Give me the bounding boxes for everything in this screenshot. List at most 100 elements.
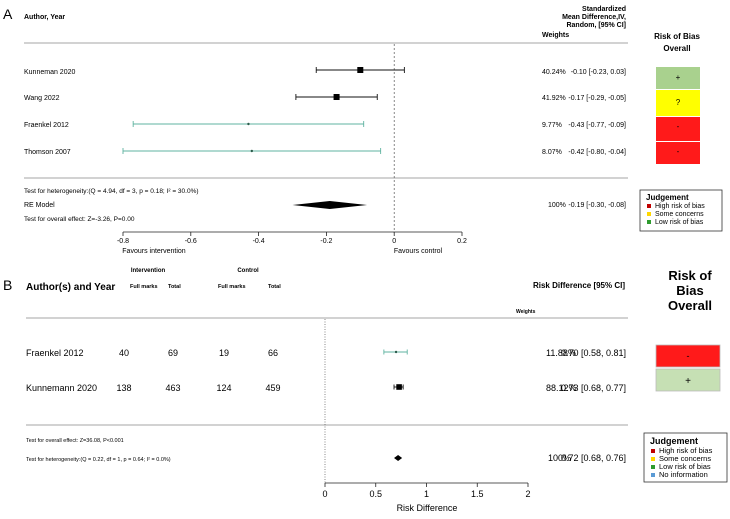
panel-b-sub-full-marks: Full marks xyxy=(130,284,158,290)
point-estimate xyxy=(357,67,364,73)
x-tick-label: 0.5 xyxy=(369,489,382,499)
x-tick-label: -0.6 xyxy=(185,238,197,245)
panel-b-xlabel: Risk Difference xyxy=(397,503,458,513)
panel-b-ci-label: 0.73 [0.68, 0.77] xyxy=(561,383,626,393)
legend-swatch xyxy=(651,473,655,477)
x-tick-label: 2 xyxy=(525,489,530,499)
panel-a-weight: 9.77% xyxy=(542,122,562,129)
point-estimate xyxy=(396,384,402,390)
panel-a-ci-label: -0.17 [-0.29, -0.05] xyxy=(568,95,626,102)
panel-a-favours-right: Favours control xyxy=(394,248,443,255)
x-tick-label: 0.2 xyxy=(457,238,467,245)
panel-a-rob-box xyxy=(656,67,700,89)
panel-b-study-name: Kunnemann 2020 xyxy=(26,383,97,393)
panel-a-rob-symbol: - xyxy=(677,122,680,131)
pooled-diamond xyxy=(292,201,368,209)
panel-a-rob-box xyxy=(656,117,700,141)
legend-swatch xyxy=(647,212,651,216)
panel-b-rob-title-line2: Bias xyxy=(676,283,703,298)
panel-b-rob-box xyxy=(655,368,721,392)
legend-swatch xyxy=(651,457,655,461)
panel-a-study-name: Wang 2022 xyxy=(24,95,60,102)
panel-a-ci-label: -0.43 [-0.77, -0.09] xyxy=(568,122,626,129)
panel-b-rob-title-line1: Risk of xyxy=(668,268,712,283)
panel-b-ci-label: 0.70 [0.58, 0.81] xyxy=(561,348,626,358)
x-tick-label: 1 xyxy=(424,489,429,499)
panel-a-rob-box xyxy=(656,90,700,116)
panel-a: A Author, Year Standardized Mean Differe… xyxy=(3,6,723,255)
panel-a-pooled-ci: -0.19 [-0.30, -0.08] xyxy=(568,202,626,209)
panel-a-ci-label: -0.10 [-0.23, 0.03] xyxy=(571,69,626,76)
panel-a-rob-title-line1: Risk of Bias xyxy=(654,32,700,41)
panel-b-group-intervention: Intervention xyxy=(131,268,166,274)
panel-a-legend-title: Judgement xyxy=(646,193,689,202)
panel-b-rob-symbol: - xyxy=(687,351,690,361)
x-tick-label: -0.4 xyxy=(253,238,265,245)
legend-swatch xyxy=(651,465,655,469)
panel-b-overall-effect: Test for overall effect: Z=36.08, P<0.00… xyxy=(26,438,124,444)
x-tick-label: 0 xyxy=(392,238,396,245)
panel-a-rob-symbol: ? xyxy=(676,98,681,107)
panel-b-weight: 11.88% xyxy=(546,348,576,358)
panel-a-weight: 8.07% xyxy=(542,149,562,156)
legend-label: High risk of bias xyxy=(659,446,713,455)
panel-b-pooled-weight: 100% xyxy=(548,453,571,463)
panel-b-rob-box xyxy=(655,344,721,368)
panel-b-col-weights: Weights xyxy=(516,309,536,315)
panel-a-study-name: Fraenkel 2012 xyxy=(24,122,69,129)
legend-label: High risk of bias xyxy=(655,203,705,210)
panel-a-col-effect-line2: Mean Difference,IV, xyxy=(562,14,626,21)
panel-b-sub-full-marks: Full marks xyxy=(218,284,246,290)
x-tick-label: 1.5 xyxy=(471,489,484,499)
panel-b-ctrl-full: 124 xyxy=(216,383,231,393)
panel-b-int-total: 463 xyxy=(165,383,180,393)
point-estimate xyxy=(247,122,250,126)
panel-a-model-label: RE Model xyxy=(24,202,55,209)
legend-label: Low risk of bias xyxy=(659,462,711,471)
legend-label: Some concerns xyxy=(655,211,704,218)
panel-b-study-name: Fraenkel 2012 xyxy=(26,348,84,358)
panel-a-ci-label: -0.42 [-0.80, -0.04] xyxy=(568,149,626,156)
panel-a-weight: 40.24% xyxy=(542,69,566,76)
x-tick-label: -0.2 xyxy=(320,238,332,245)
panel-b-int-total: 69 xyxy=(168,348,178,358)
panel-b-group-control: Control xyxy=(237,268,259,274)
pooled-diamond xyxy=(394,455,403,461)
panel-b-label: B xyxy=(3,277,12,293)
panel-b-pooled-ci: 0.72 [0.68, 0.76] xyxy=(561,453,626,463)
point-estimate xyxy=(394,350,398,354)
panel-b-legend-title: Judgement xyxy=(650,436,698,446)
panel-b-rob-symbol: + xyxy=(685,376,691,387)
panel-b: B Author(s) and Year Intervention Contro… xyxy=(3,268,728,513)
x-tick-label: -0.8 xyxy=(117,238,129,245)
panel-b-col-effect: Risk Difference [95% CI] xyxy=(533,281,625,290)
panel-a-pooled-weight: 100% xyxy=(548,202,566,209)
legend-swatch xyxy=(647,220,651,224)
panel-a-heterogeneity: Test for heterogeneity:(Q = 4.94, df = 3… xyxy=(24,188,199,195)
panel-a-study-name: Kunneman 2020 xyxy=(24,69,75,76)
legend-swatch xyxy=(647,204,651,208)
panel-b-sub-total: Total xyxy=(168,284,181,290)
panel-a-favours-left: Favours intervention xyxy=(122,248,186,255)
legend-label: Some concerns xyxy=(659,454,711,463)
panel-b-ctrl-full: 19 xyxy=(219,348,229,358)
panel-b-rob-title-line3: Overall xyxy=(668,298,712,313)
panel-b-heterogeneity: Test for heterogeneity:(Q = 0.22, df = 1… xyxy=(26,457,171,463)
panel-b-int-full: 138 xyxy=(116,383,131,393)
panel-a-col-effect-line3: Random, [95% CI] xyxy=(566,22,626,29)
x-tick-label: 0 xyxy=(322,489,327,499)
panel-a-overall-effect: Test for overall effect: Z=-3.26, P=0.00 xyxy=(24,216,135,223)
panel-a-rob-symbol: - xyxy=(677,147,680,156)
panel-a-rob-symbol: + xyxy=(676,73,681,82)
panel-b-int-full: 40 xyxy=(119,348,129,358)
panel-b-ctrl-total: 459 xyxy=(265,383,280,393)
panel-a-label: A xyxy=(3,6,13,22)
panel-a-col-weights: Weights xyxy=(542,32,569,39)
panel-b-legend xyxy=(643,432,728,483)
panel-a-col-author: Author, Year xyxy=(24,14,65,21)
panel-a-legend xyxy=(639,189,723,232)
legend-label: No information xyxy=(659,470,708,479)
legend-label: Low risk of bias xyxy=(655,219,704,226)
panel-b-ctrl-total: 66 xyxy=(268,348,278,358)
